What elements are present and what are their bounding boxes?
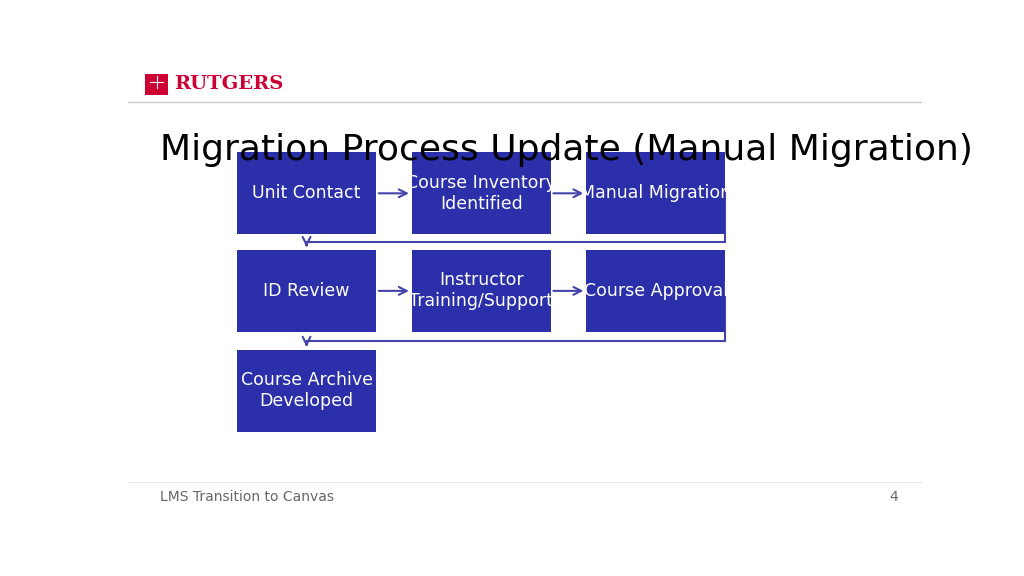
FancyBboxPatch shape (412, 250, 551, 332)
FancyBboxPatch shape (145, 74, 168, 95)
Text: Manual Migration: Manual Migration (581, 184, 731, 202)
Text: Instructor
Training/Support: Instructor Training/Support (410, 271, 553, 310)
FancyBboxPatch shape (238, 152, 376, 234)
FancyBboxPatch shape (587, 152, 725, 234)
FancyBboxPatch shape (238, 250, 376, 332)
Text: Course Archive
Developed: Course Archive Developed (241, 372, 373, 410)
Text: Unit Contact: Unit Contact (252, 184, 360, 202)
FancyBboxPatch shape (238, 350, 376, 431)
Text: RUTGERS: RUTGERS (174, 75, 284, 93)
Text: 4: 4 (889, 490, 898, 504)
Text: Course Inventory
Identified: Course Inventory Identified (407, 174, 556, 213)
Text: Migration Process Update (Manual Migration): Migration Process Update (Manual Migrati… (160, 134, 973, 168)
FancyBboxPatch shape (412, 152, 551, 234)
Text: LMS Transition to Canvas: LMS Transition to Canvas (160, 490, 334, 504)
Text: ID Review: ID Review (263, 282, 350, 300)
FancyBboxPatch shape (587, 250, 725, 332)
Text: Course Approval: Course Approval (584, 282, 728, 300)
